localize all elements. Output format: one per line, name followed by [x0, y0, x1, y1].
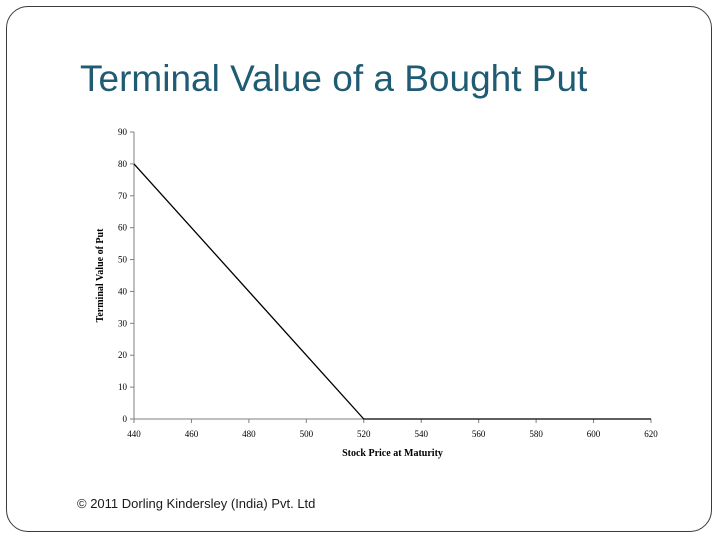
x-tick-label: 620 — [644, 429, 658, 439]
x-tick-label: 460 — [185, 429, 199, 439]
y-tick-label: 40 — [118, 286, 128, 296]
copyright-footer: © 2011 Dorling Kindersley (India) Pvt. L… — [77, 496, 316, 511]
y-tick-label: 50 — [118, 255, 128, 265]
y-tick-label: 70 — [118, 191, 128, 201]
x-tick-label: 580 — [529, 429, 543, 439]
series-group — [133, 163, 651, 420]
y-tick-label: 80 — [118, 159, 128, 169]
x-tick-label: 600 — [587, 429, 601, 439]
x-tick-label: 440 — [127, 429, 141, 439]
y-tick-label: 90 — [118, 127, 128, 137]
slide-frame — [6, 6, 712, 532]
x-tick-label: 500 — [300, 429, 314, 439]
y-ticks: 0 10 20 30 40 50 60 70 80 90 — [118, 127, 134, 424]
y-tick-label: 10 — [118, 382, 128, 392]
y-tick-label: 20 — [118, 350, 128, 360]
x-tick-label: 540 — [414, 429, 428, 439]
x-tick-label: 480 — [242, 429, 256, 439]
y-tick-label: 60 — [118, 223, 128, 233]
y-tick-label: 30 — [118, 318, 128, 328]
y-tick-label: 0 — [123, 414, 128, 424]
payoff-line — [133, 163, 651, 420]
x-axis-title: Stock Price at Maturity — [342, 448, 443, 459]
x-tick-label: 560 — [472, 429, 486, 439]
y-axis-title: Terminal Value of Put — [95, 228, 106, 322]
x-tick-label: 520 — [357, 429, 371, 439]
slide-title: Terminal Value of a Bought Put — [80, 58, 588, 99]
x-ticks: 440 460 480 500 520 540 560 580 600 620 — [127, 419, 658, 439]
